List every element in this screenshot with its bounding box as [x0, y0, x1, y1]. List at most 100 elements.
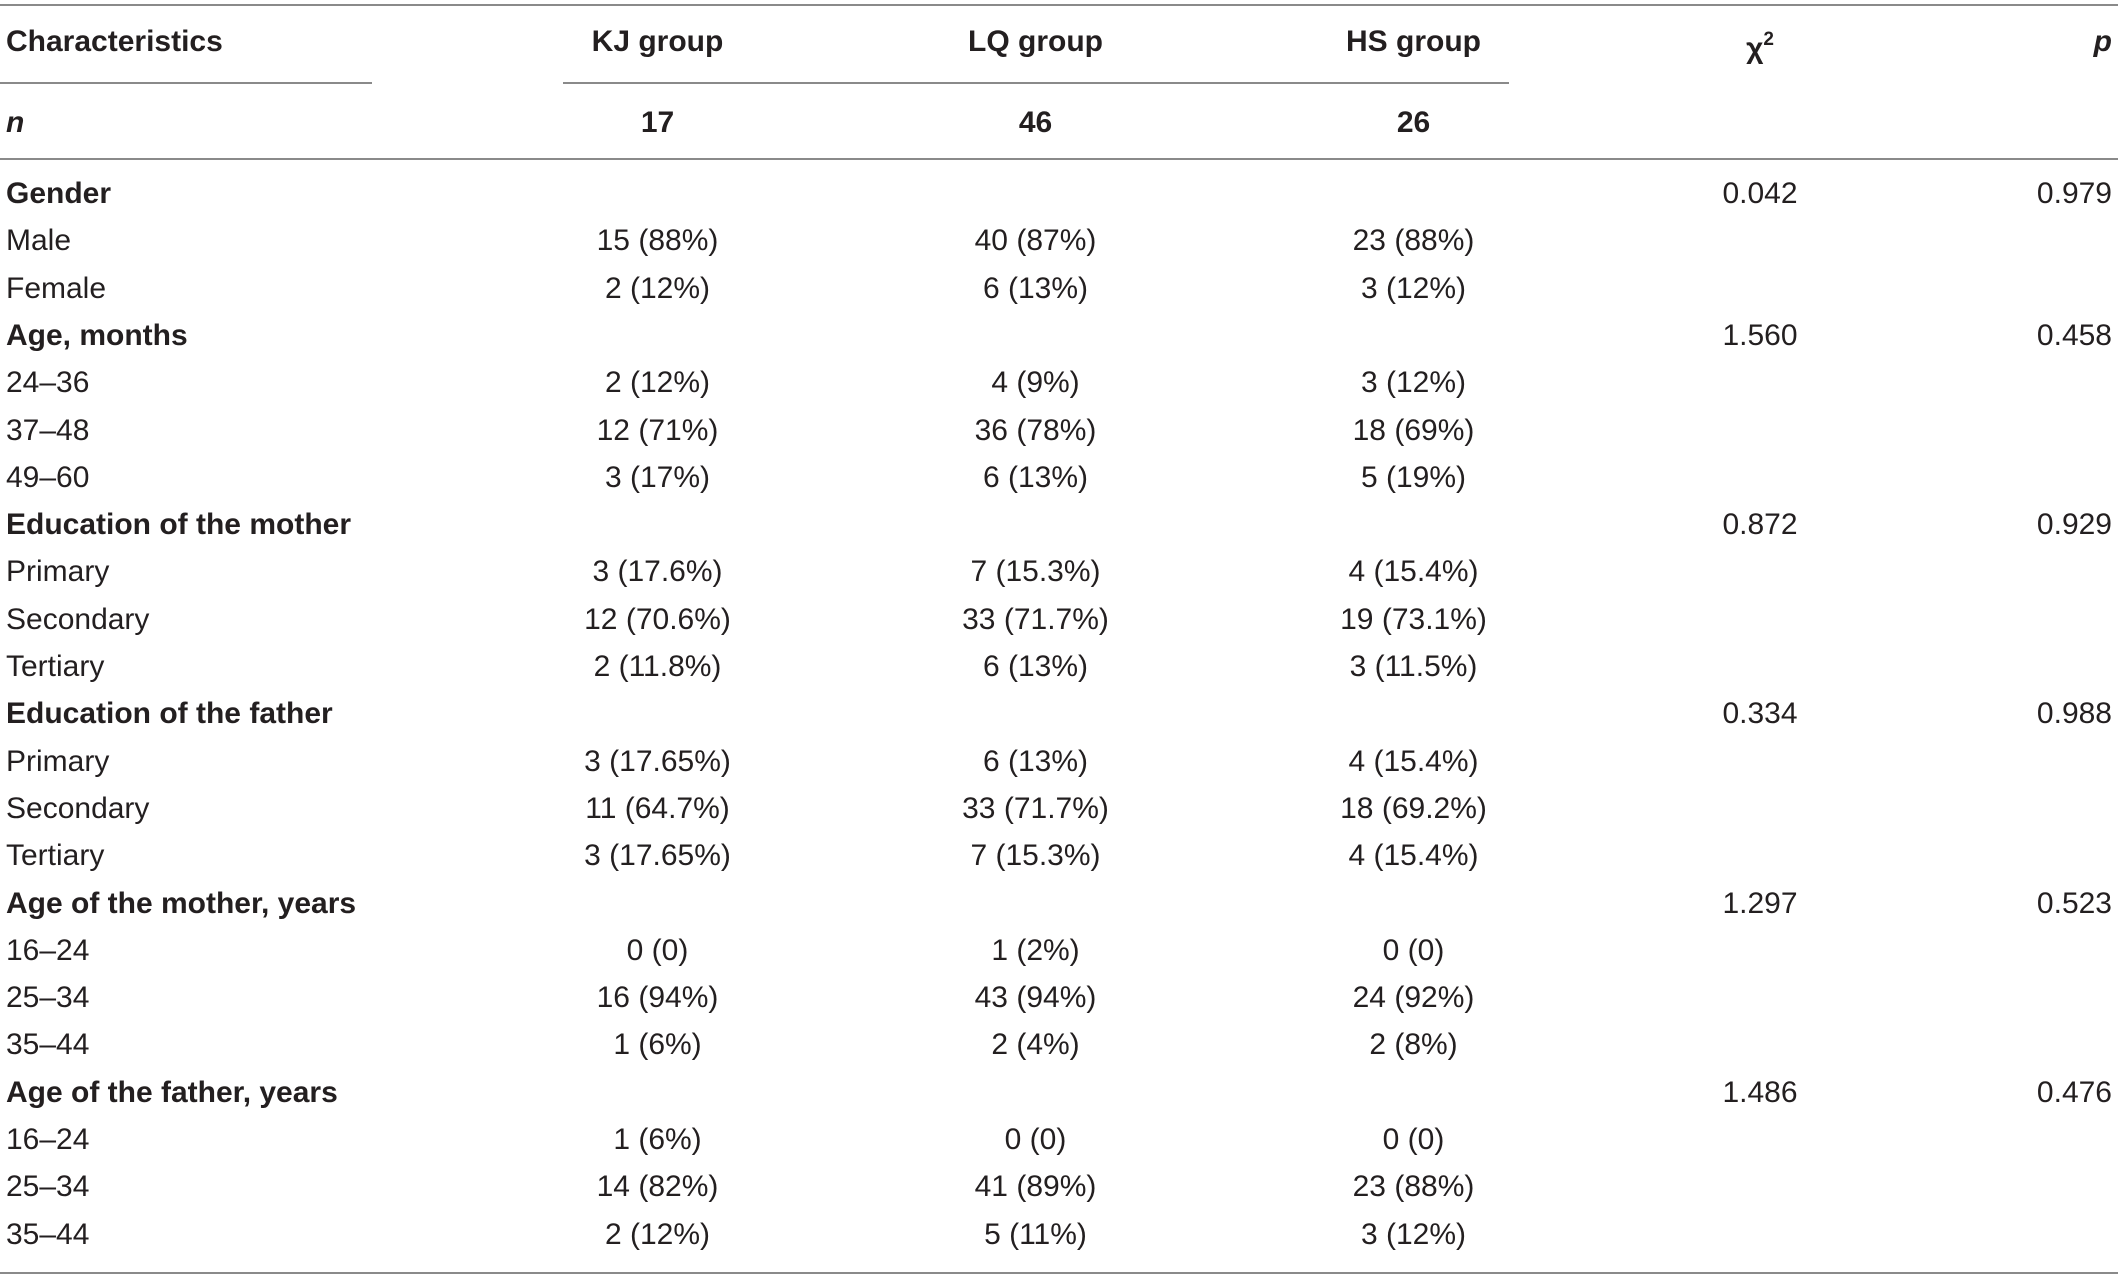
- p-value: 0.979: [2036, 177, 2112, 210]
- row-label: Secondary: [6, 602, 150, 636]
- hs-value: 4 (15.4%): [1348, 555, 1479, 589]
- chi-value: [1660, 217, 1860, 264]
- lq-value: 41 (89%): [974, 1170, 1097, 1204]
- p-value: [1900, 596, 2112, 643]
- p-value: [1900, 1163, 2112, 1210]
- chi-value: [1660, 265, 1860, 312]
- kj-value: [480, 880, 835, 927]
- hs-value: 0 (0): [1382, 1123, 1445, 1156]
- p-value: [1900, 407, 2112, 454]
- hs-value: 19 (73.1%): [1340, 602, 1487, 636]
- kj-value: [480, 170, 835, 217]
- hs-value: 4 (15.4%): [1348, 839, 1479, 873]
- row-label: Primary: [6, 744, 110, 778]
- lq-value: 1 (2%): [991, 933, 1080, 967]
- kj-value: 2 (12%): [604, 271, 711, 305]
- kj-value: 1 (6%): [613, 1123, 702, 1156]
- hs-value: 0 (0): [1382, 933, 1445, 967]
- hs-value: 24 (92%): [1352, 981, 1475, 1015]
- kj-value: 3 (17%): [604, 460, 711, 494]
- p-value: [1900, 1211, 2112, 1258]
- kj-value: 14 (82%): [596, 1170, 719, 1204]
- kj-value: 16 (94%): [596, 981, 719, 1015]
- chi-value: [1660, 407, 1860, 454]
- kj-value: 15 (88%): [596, 224, 719, 258]
- n-row-kj: 17: [640, 106, 675, 139]
- lq-value: [858, 312, 1213, 359]
- header-hs-group: HS group: [1346, 25, 1481, 58]
- kj-value: [480, 690, 835, 737]
- lq-value: 43 (94%): [974, 981, 1097, 1015]
- header-chi-superscript: 2: [1763, 29, 1774, 50]
- lq-value: 36 (78%): [974, 413, 1097, 447]
- lq-value: 33 (71.7%): [962, 602, 1109, 636]
- kj-value: 3 (17.6%): [592, 555, 723, 589]
- p-value: [1900, 738, 2112, 785]
- row-label: Education of the father: [6, 697, 333, 731]
- row-label: 35–44: [6, 1028, 90, 1062]
- p-value: 0.523: [2036, 886, 2112, 920]
- hs-value: [1236, 170, 1591, 217]
- hs-value: 18 (69.2%): [1340, 791, 1487, 825]
- n-row-label: n: [6, 106, 25, 139]
- lq-value: 2 (4%): [991, 1028, 1080, 1062]
- p-value: 0.929: [2036, 508, 2112, 542]
- hs-value: [1236, 880, 1591, 927]
- row-label: Secondary: [6, 791, 150, 825]
- p-value: 0.476: [2036, 1075, 2112, 1109]
- lq-value: 6 (13%): [982, 650, 1089, 683]
- p-value: [1900, 1116, 2112, 1163]
- p-value: [1900, 643, 2112, 690]
- hs-value: 23 (88%): [1352, 224, 1475, 258]
- p-value: 0.458: [2036, 318, 2112, 352]
- lq-value: 6 (13%): [982, 460, 1089, 494]
- row-label: Education of the mother: [6, 508, 351, 542]
- row-label: Tertiary: [6, 650, 105, 683]
- lq-value: 6 (13%): [982, 744, 1089, 778]
- chi-value: 0.334: [1722, 697, 1798, 731]
- kj-value: 12 (71%): [596, 413, 719, 447]
- lq-value: 5 (11%): [984, 1217, 1087, 1251]
- kj-value: [480, 1069, 835, 1116]
- chi-value: [1660, 1163, 1860, 1210]
- p-value: [1900, 359, 2112, 406]
- row-label: Male: [6, 224, 72, 258]
- row-label: 25–34: [6, 1170, 90, 1204]
- header-chi-symbol: χ: [1746, 32, 1764, 65]
- kj-value: 2 (12%): [604, 1217, 711, 1251]
- chi-value: [1660, 974, 1860, 1021]
- hs-value: 18 (69%): [1352, 413, 1475, 447]
- p-value: [1900, 217, 2112, 264]
- chi-value: [1660, 927, 1860, 974]
- row-label: 16–24: [6, 1123, 90, 1156]
- hs-value: [1236, 501, 1591, 548]
- p-value: [1900, 1021, 2112, 1068]
- lq-value: [858, 501, 1213, 548]
- kj-value: [480, 312, 835, 359]
- p-value: [1900, 265, 2112, 312]
- hs-value: 23 (88%): [1352, 1170, 1475, 1204]
- lq-value: 4 (9%): [991, 366, 1080, 400]
- hs-value: [1236, 690, 1591, 737]
- chi-value: [1660, 1021, 1860, 1068]
- header-characteristics: Characteristics: [6, 25, 223, 58]
- kj-value: 2 (11.8%): [593, 650, 722, 683]
- lq-value: 0 (0): [1004, 1123, 1067, 1156]
- chi-value: 0.872: [1722, 508, 1798, 542]
- chi-value: [1660, 454, 1860, 501]
- n-row-lq: 46: [1018, 106, 1053, 139]
- table-bottom-rule: [0, 1272, 2118, 1274]
- p-value: [1900, 974, 2112, 1021]
- chi-value: [1660, 1116, 1860, 1163]
- header-lq-group: LQ group: [968, 25, 1103, 58]
- kj-value: 3 (17.65%): [584, 744, 731, 778]
- row-label: 37–48: [6, 413, 90, 447]
- kj-value: 3 (17.65%): [584, 839, 731, 873]
- chi-value: 1.486: [1722, 1075, 1798, 1109]
- header-bottom-rule: [0, 158, 2118, 160]
- lq-value: 6 (13%): [982, 271, 1089, 305]
- chi-value: 1.560: [1722, 318, 1798, 352]
- header-chi-square: χ2: [1660, 18, 1860, 65]
- kj-value: 0 (0): [626, 933, 689, 967]
